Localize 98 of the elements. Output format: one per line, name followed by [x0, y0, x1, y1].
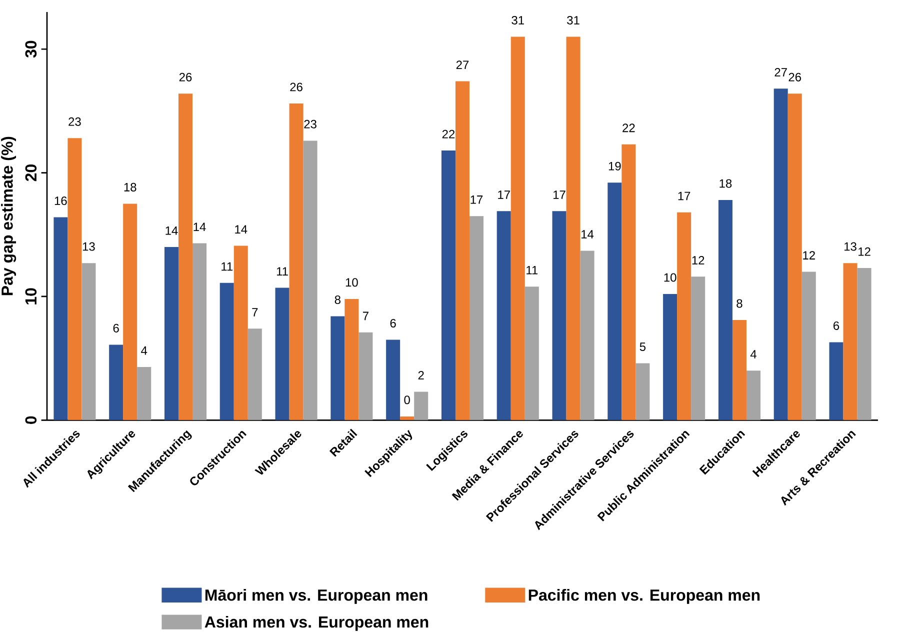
bar	[552, 211, 566, 420]
data-label: 14	[166, 226, 178, 235]
data-label: 14	[235, 225, 248, 234]
data-label: 17	[470, 196, 483, 204]
data-label: 5	[640, 342, 646, 352]
bar	[718, 200, 732, 420]
data-label: 26	[179, 72, 192, 82]
bar	[608, 182, 622, 420]
bar	[663, 294, 678, 420]
y-axis-title: Pay gap estimate (%)	[1, 136, 16, 296]
data-label: 27	[456, 60, 469, 70]
bar	[441, 150, 456, 420]
data-label: 0	[404, 396, 410, 404]
data-label: 17	[554, 190, 566, 199]
bar	[275, 288, 290, 420]
data-label: 6	[834, 322, 840, 330]
bar	[164, 247, 178, 420]
data-label: 7	[362, 312, 368, 320]
data-label: 16	[54, 196, 67, 206]
legend-label: Māori men vs. European men	[205, 589, 428, 604]
data-label: 19	[608, 162, 621, 170]
data-label: 7	[252, 308, 258, 316]
data-label: 18	[720, 179, 732, 188]
bar	[82, 263, 96, 420]
data-label: 13	[82, 242, 95, 251]
data-label: 22	[442, 130, 455, 138]
data-label: 22	[622, 124, 635, 132]
bar	[691, 276, 706, 420]
data-label: 14	[194, 222, 206, 232]
bar	[566, 36, 580, 420]
bar	[857, 268, 872, 420]
data-label: 17	[498, 190, 510, 199]
bar	[746, 370, 760, 420]
bar	[510, 36, 525, 420]
data-label: 2	[418, 371, 424, 380]
data-label: 26	[290, 82, 302, 92]
data-label: 8	[736, 299, 742, 308]
data-label: 10	[664, 273, 676, 282]
data-label: 12	[692, 256, 704, 264]
bar	[54, 217, 68, 420]
data-label: 6	[113, 324, 119, 332]
bar	[469, 216, 484, 420]
bar	[344, 298, 359, 420]
y-tick-label: 20	[25, 164, 37, 182]
data-label: 14	[582, 230, 594, 238]
bar	[358, 332, 373, 420]
data-label: 27	[774, 68, 787, 76]
data-label: 11	[222, 262, 233, 271]
bar	[137, 367, 152, 420]
data-label: 11	[526, 266, 538, 274]
bar	[622, 144, 636, 420]
data-label: 31	[512, 16, 524, 25]
bar	[123, 204, 138, 420]
y-tick-label: 0	[25, 416, 37, 424]
legend-label: Asian men vs. European men	[204, 616, 428, 631]
data-label: 26	[788, 72, 802, 82]
bar	[68, 138, 82, 420]
data-label: 6	[390, 319, 396, 328]
data-label: 13	[844, 242, 856, 251]
bar	[636, 363, 650, 420]
bar	[220, 282, 234, 420]
data-label: 4	[141, 346, 148, 355]
bar	[234, 246, 248, 420]
bar	[303, 140, 318, 420]
bar	[414, 392, 428, 420]
data-label: 8	[334, 296, 340, 304]
legend-label: Pacific men vs. European men	[528, 589, 760, 604]
bar	[829, 342, 844, 420]
bar	[524, 286, 539, 420]
bar	[109, 344, 124, 420]
bar	[289, 104, 304, 420]
data-label: 10	[346, 278, 358, 287]
bar	[455, 81, 470, 420]
bar	[732, 320, 746, 420]
bar	[677, 212, 692, 420]
data-label: 12	[803, 251, 815, 260]
y-tick-label: 30	[25, 40, 37, 58]
y-tick-label: 10	[25, 288, 37, 304]
data-label: 17	[678, 192, 690, 200]
data-label: 11	[276, 267, 288, 276]
data-label: 23	[68, 117, 81, 126]
bar	[580, 250, 594, 420]
bar	[400, 416, 414, 420]
bar	[330, 316, 345, 420]
data-label: 18	[124, 182, 136, 192]
bar	[178, 94, 192, 420]
data-label: 31	[567, 16, 580, 25]
data-label: 4	[750, 350, 756, 358]
bar	[386, 340, 400, 420]
bar	[774, 88, 788, 420]
bar	[788, 94, 802, 420]
data-label: 12	[858, 247, 870, 256]
bar	[192, 243, 207, 420]
bar	[843, 263, 858, 420]
data-label: 23	[304, 120, 316, 128]
bar	[496, 211, 511, 420]
bar	[802, 272, 816, 420]
bar	[248, 328, 262, 420]
